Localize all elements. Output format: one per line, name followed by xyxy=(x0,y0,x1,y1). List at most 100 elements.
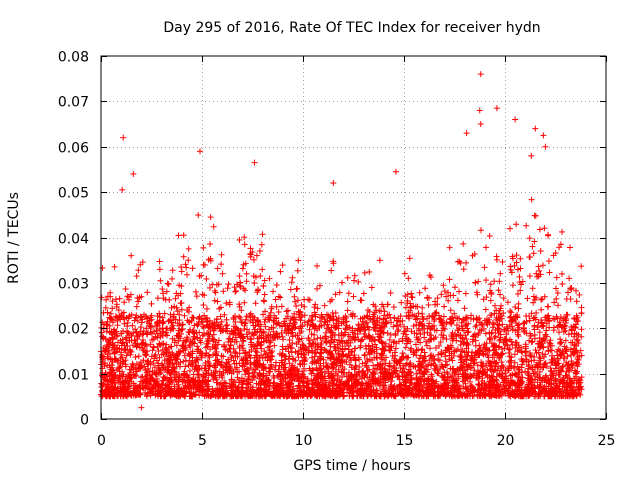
data-point xyxy=(454,297,461,304)
data-point xyxy=(424,295,431,302)
data-point xyxy=(526,235,533,242)
data-point xyxy=(559,281,566,288)
data-point xyxy=(527,254,534,261)
data-point xyxy=(553,274,560,281)
data-point xyxy=(578,263,585,270)
data-point xyxy=(399,350,406,357)
data-point xyxy=(511,351,518,358)
data-point xyxy=(272,362,279,369)
data-point xyxy=(555,302,562,309)
data-point xyxy=(446,276,453,283)
data-point xyxy=(567,244,574,251)
data-point xyxy=(505,346,512,353)
data-point xyxy=(294,297,301,304)
data-point xyxy=(447,307,454,314)
data-point xyxy=(164,280,171,287)
data-point xyxy=(312,301,319,308)
data-point xyxy=(528,196,535,203)
data-point xyxy=(135,267,142,274)
data-point xyxy=(497,291,504,298)
data-point xyxy=(559,228,566,235)
data-point xyxy=(214,265,221,272)
data-point xyxy=(201,261,208,268)
data-point xyxy=(532,212,539,219)
data-point xyxy=(189,314,196,321)
data-point xyxy=(344,274,351,281)
data-point xyxy=(358,297,365,304)
data-point xyxy=(541,225,548,232)
data-point xyxy=(258,241,265,248)
data-point xyxy=(179,321,186,328)
data-point xyxy=(486,232,493,239)
data-point xyxy=(289,274,296,281)
data-point xyxy=(481,264,488,271)
data-point xyxy=(398,299,405,306)
data-point xyxy=(419,326,426,333)
data-point xyxy=(507,263,514,270)
data-point xyxy=(207,241,214,248)
data-point xyxy=(236,236,243,243)
data-point xyxy=(529,285,536,292)
data-point xyxy=(552,285,559,292)
data-point xyxy=(133,273,140,280)
data-point xyxy=(169,267,176,274)
data-point xyxy=(287,286,294,293)
data-point xyxy=(506,225,513,232)
data-point xyxy=(161,310,168,317)
data-point xyxy=(456,288,463,295)
data-point xyxy=(107,310,114,317)
data-point xyxy=(482,306,489,313)
data-point xyxy=(450,292,457,299)
data-point xyxy=(311,304,318,311)
data-point xyxy=(578,309,585,316)
data-point xyxy=(543,327,550,334)
data-point xyxy=(159,340,166,347)
data-point xyxy=(301,296,308,303)
data-point xyxy=(122,286,129,293)
data-point xyxy=(128,252,135,259)
data-point xyxy=(283,308,290,315)
data-point xyxy=(412,316,419,323)
data-point xyxy=(488,291,495,298)
data-point xyxy=(548,347,555,354)
data-point xyxy=(178,299,185,306)
data-point xyxy=(182,357,189,364)
data-point xyxy=(207,214,214,221)
data-point xyxy=(345,290,352,297)
data-point xyxy=(517,255,524,262)
data-point xyxy=(404,354,411,361)
data-point xyxy=(452,284,459,291)
data-point xyxy=(242,287,249,294)
data-point xyxy=(295,354,302,361)
data-point xyxy=(513,259,520,266)
data-point xyxy=(414,303,421,310)
data-point xyxy=(190,371,197,378)
data-point xyxy=(278,352,285,359)
data-point xyxy=(351,277,358,284)
data-point xyxy=(260,297,267,304)
data-point xyxy=(523,222,530,229)
data-point xyxy=(440,313,447,320)
data-point xyxy=(169,275,176,282)
data-point xyxy=(203,275,210,282)
data-point xyxy=(219,270,226,277)
data-point xyxy=(401,270,408,277)
data-point xyxy=(214,298,221,305)
data-point xyxy=(541,353,548,360)
data-point xyxy=(491,334,498,341)
data-point xyxy=(545,231,552,238)
data-point xyxy=(566,275,573,282)
data-point xyxy=(530,250,537,257)
data-point xyxy=(164,332,171,339)
data-point xyxy=(126,312,133,319)
data-point xyxy=(250,256,257,263)
data-point xyxy=(327,343,334,350)
data-point xyxy=(200,302,207,309)
data-point xyxy=(254,349,261,356)
data-point xyxy=(180,232,187,239)
data-point xyxy=(154,295,161,302)
data-point xyxy=(182,261,189,268)
data-point xyxy=(243,270,250,277)
data-point xyxy=(425,301,432,308)
